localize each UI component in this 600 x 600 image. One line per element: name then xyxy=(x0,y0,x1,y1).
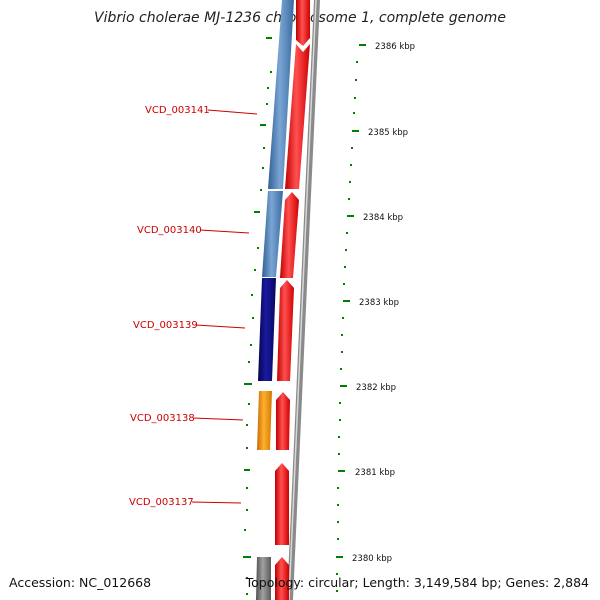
gene-block-vcd-003140[interactable] xyxy=(262,191,283,277)
leader-line xyxy=(191,501,242,504)
gc-content-ticks-right xyxy=(336,44,366,592)
gene-label-vcd-003141[interactable]: VCD_003141 xyxy=(145,105,210,116)
backbone-highlight xyxy=(288,0,317,600)
cds-arrow-1[interactable] xyxy=(296,0,310,46)
gene-block-vcd-003138[interactable] xyxy=(257,391,272,450)
gc-skew-ticks-left xyxy=(243,37,272,595)
leader-line xyxy=(192,417,244,421)
gene-block-vcd-003141[interactable] xyxy=(268,0,294,189)
leader-line xyxy=(207,109,258,115)
scale-label: 2383 kbp xyxy=(359,298,399,308)
leader-line xyxy=(195,324,246,329)
leader-line xyxy=(199,229,250,234)
cds-arrow-6[interactable] xyxy=(275,463,289,545)
scale-label: 2385 kbp xyxy=(368,128,408,138)
scale-label: 2382 kbp xyxy=(356,383,396,393)
gene-block-gray[interactable] xyxy=(256,557,271,600)
gene-block-vcd-003139[interactable] xyxy=(258,278,276,381)
cds-arrow-4[interactable] xyxy=(277,280,294,381)
scale-labels: 2386 kbp 2385 kbp 2384 kbp 2383 kbp 2382… xyxy=(352,42,415,564)
gene-label-vcd-003140[interactable]: VCD_003140 xyxy=(137,225,202,236)
accession-text: Accession: NC_012668 xyxy=(9,575,152,590)
cds-arrow-5[interactable] xyxy=(276,392,290,450)
scale-label: 2381 kbp xyxy=(355,468,395,478)
cds-arrow-7[interactable] xyxy=(275,557,289,600)
genome-summary-text: Topology: circular; Length: 3,149,584 bp… xyxy=(245,575,589,590)
gene-label-vcd-003139[interactable]: VCD_003139 xyxy=(133,320,198,331)
cds-arrow-2[interactable] xyxy=(285,44,310,189)
scale-label: 2384 kbp xyxy=(363,213,403,223)
scale-label: 2380 kbp xyxy=(352,554,392,564)
gene-label-vcd-003137[interactable]: VCD_003137 xyxy=(129,497,194,508)
scale-label: 2386 kbp xyxy=(375,42,415,52)
gene-label-vcd-003138[interactable]: VCD_003138 xyxy=(130,413,195,424)
cds-arrow-3[interactable] xyxy=(280,192,299,278)
gene-labels: VCD_003141 VCD_003140 VCD_003139 VCD_003… xyxy=(129,105,258,508)
